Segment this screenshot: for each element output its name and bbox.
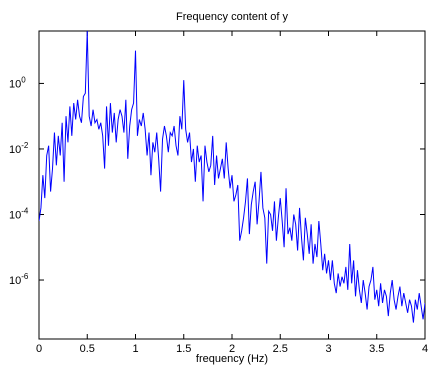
chart-title: Frequency content of y bbox=[176, 11, 288, 23]
x-tick-label: 1.5 bbox=[176, 343, 191, 355]
x-tick-label: 3 bbox=[325, 343, 331, 355]
plot-area-frame bbox=[38, 30, 426, 340]
frequency-spectrum-line bbox=[39, 31, 425, 323]
y-tick-label: 10-4 bbox=[9, 206, 29, 221]
x-tick-label: 1 bbox=[132, 343, 138, 355]
x-tick-label: 0 bbox=[36, 343, 42, 355]
y-tick-label: 10-2 bbox=[9, 141, 29, 156]
x-tick-label: 0.5 bbox=[80, 343, 95, 355]
x-axis-ticks: 0 0.5 1 1.5 2 2.5 3 3.5 4 bbox=[36, 31, 428, 355]
x-axis-label: frequency (Hz) bbox=[196, 353, 268, 365]
x-tick-label: 3.5 bbox=[369, 343, 384, 355]
x-tick-label: 4 bbox=[422, 343, 428, 355]
x-tick-label: 2 bbox=[229, 343, 235, 355]
x-tick-label: 2.5 bbox=[273, 343, 288, 355]
y-axis-ticks: 10-6 10-4 10-2 100 bbox=[9, 75, 425, 287]
y-tick-label: 100 bbox=[9, 75, 26, 90]
series-group bbox=[39, 31, 425, 323]
y-tick-label: 10-6 bbox=[9, 272, 29, 287]
